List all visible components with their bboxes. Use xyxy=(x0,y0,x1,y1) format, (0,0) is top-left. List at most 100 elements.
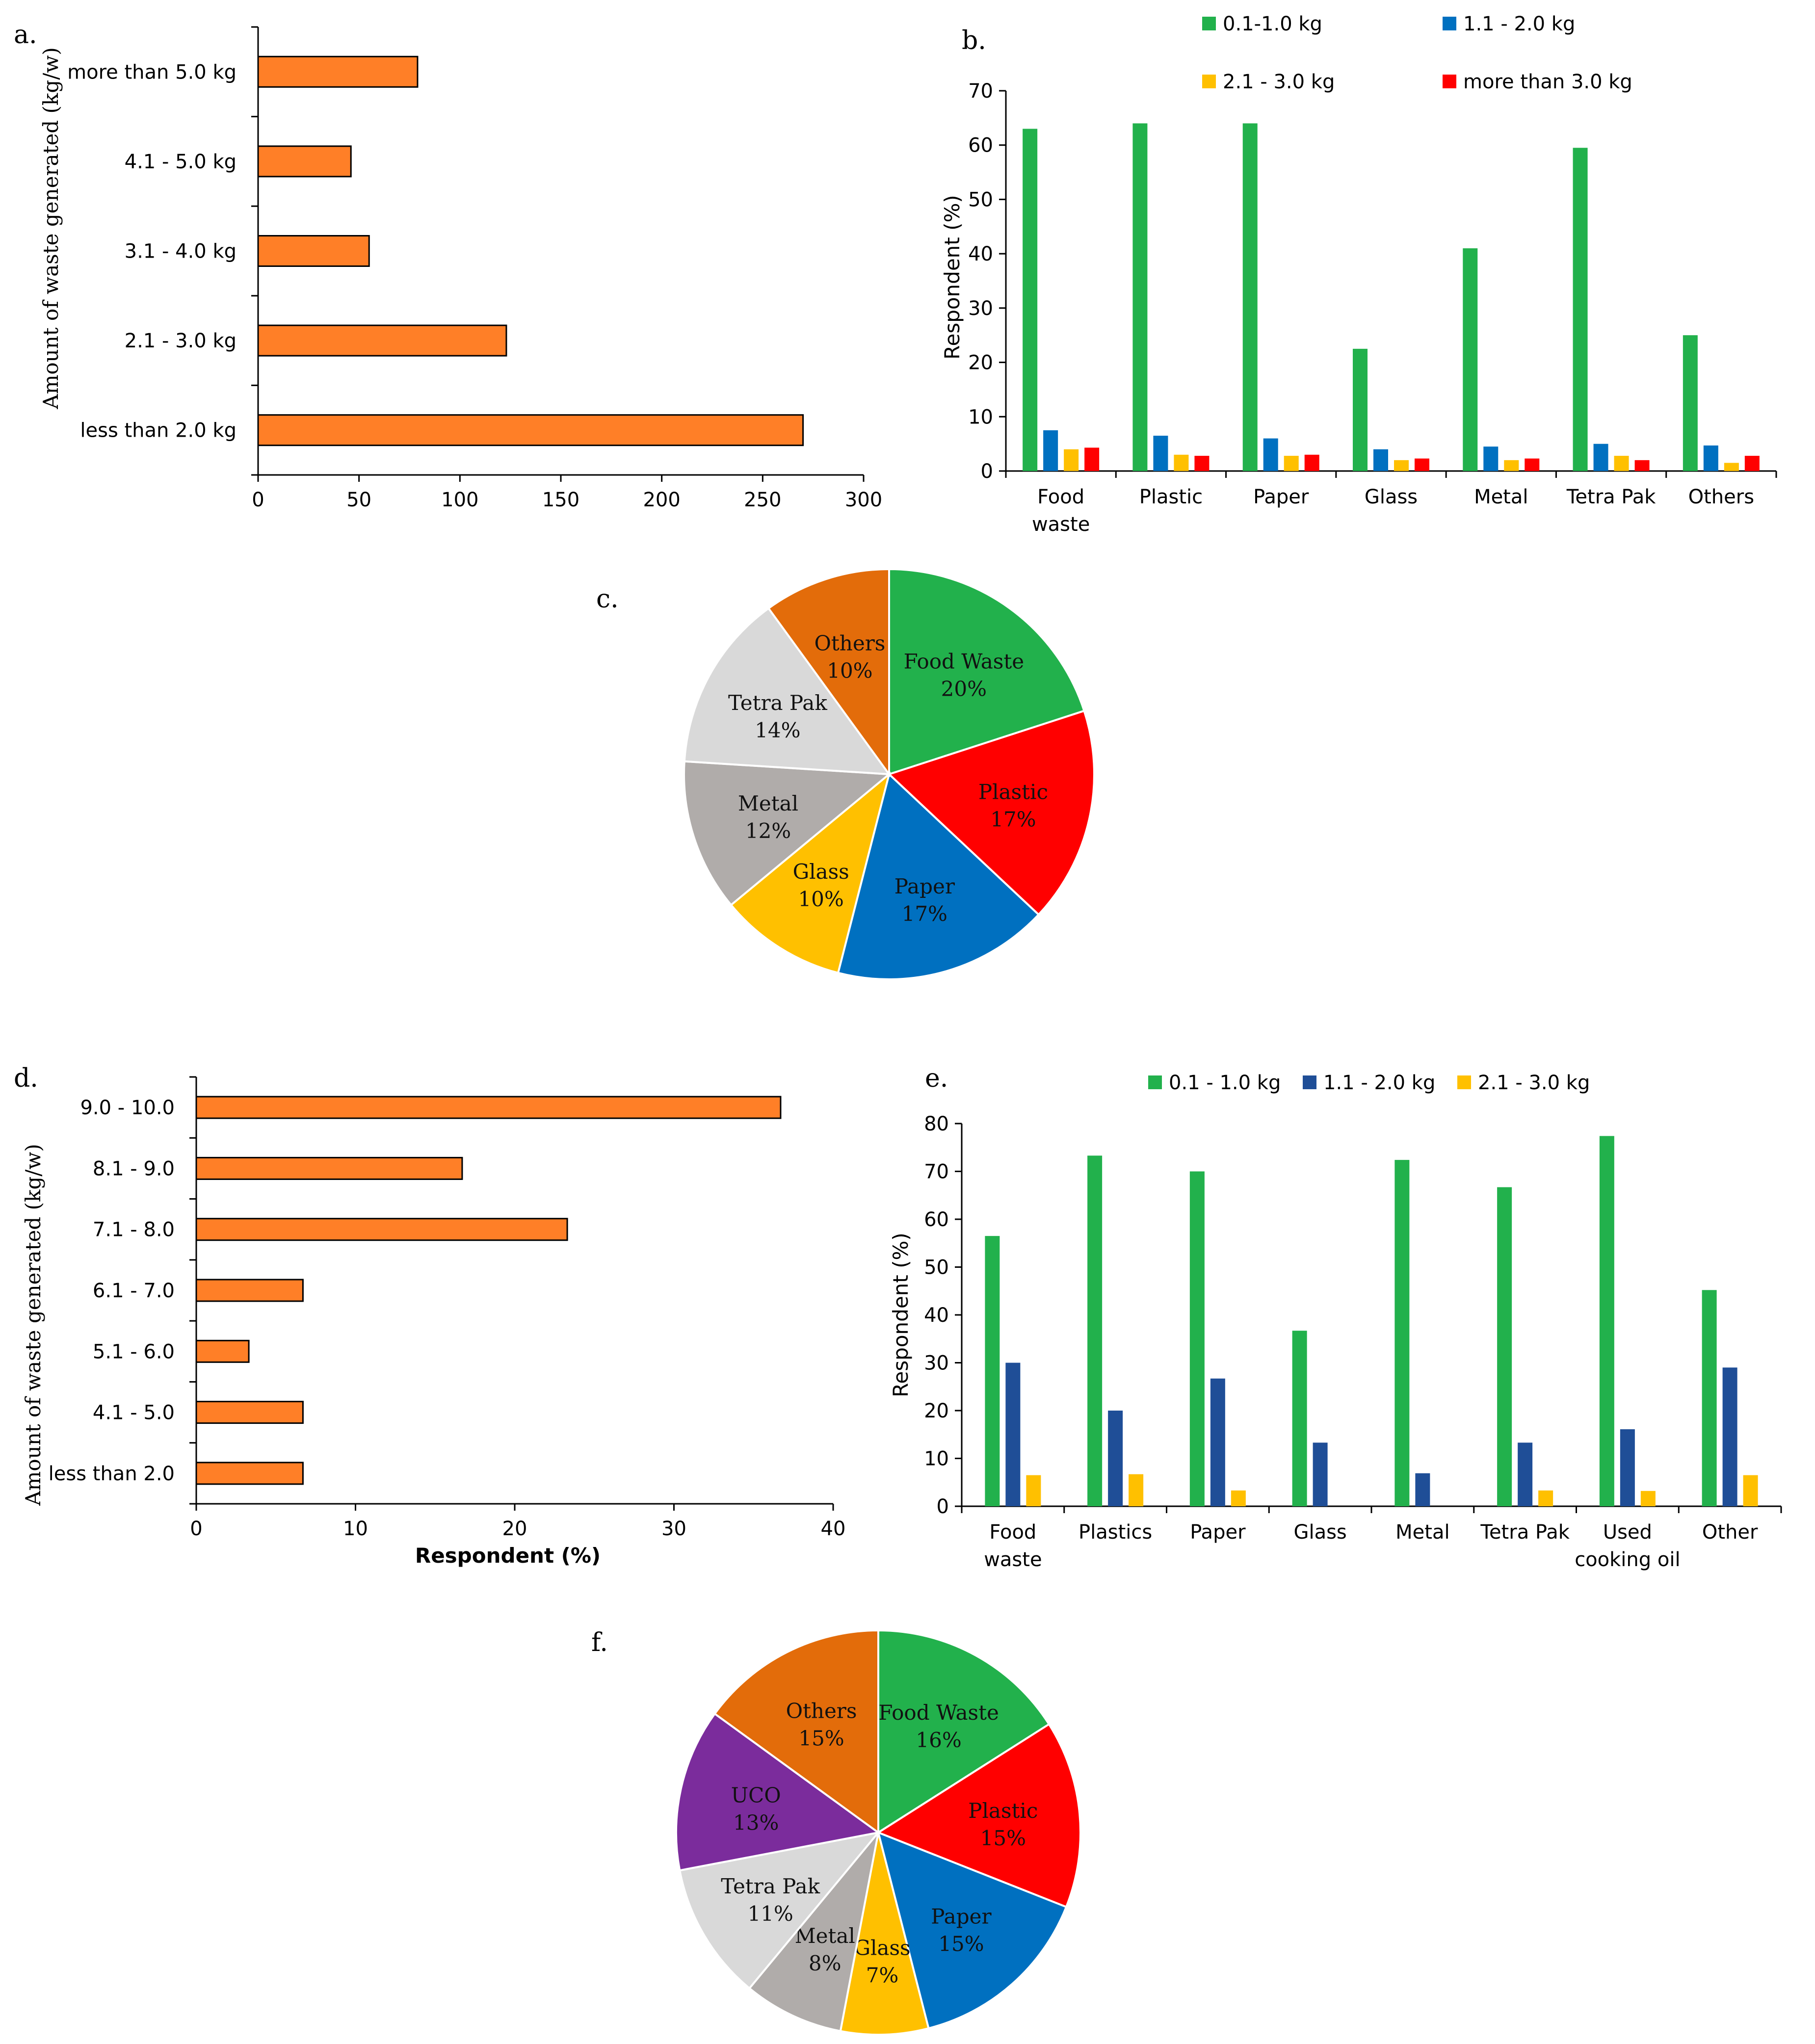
chart-b-bar-2 xyxy=(1504,460,1519,471)
chart-d-x-tick-label: 40 xyxy=(821,1518,846,1540)
chart-a-bar xyxy=(257,324,507,357)
chart-b-y-tick-label: 60 xyxy=(968,134,993,157)
chart-f-slice xyxy=(876,1723,1081,1909)
chart-e-category-label: Used cooking oil xyxy=(1575,1521,1680,1571)
chart-a-bar xyxy=(257,235,370,267)
chart-a-x-tick-label: 150 xyxy=(542,489,579,511)
chart-c-slice-pct: 10% xyxy=(827,659,872,683)
chart-a-x-tick-label: 0 xyxy=(252,489,264,511)
chart-d-x-tick-label: 30 xyxy=(661,1518,686,1540)
chart-f-slice-pct: 16% xyxy=(916,1728,961,1752)
chart-d-bar xyxy=(195,1462,304,1485)
chart-f-slice xyxy=(748,1832,879,2033)
chart-e-category-label-line: Other xyxy=(1702,1521,1758,1544)
chart-e-legend-label: 1.1 - 2.0 kg xyxy=(1323,1072,1435,1094)
chart-b-bar-2 xyxy=(1064,449,1079,471)
chart-c-slice-label: Plastic xyxy=(978,780,1048,804)
chart-b-y-tick-label: 0 xyxy=(981,460,993,483)
chart-b-legend-label: 0.1-1.0 kg xyxy=(1223,13,1322,35)
chart-b-y-tick-label: 20 xyxy=(968,352,993,374)
chart-b-category-label-line: Metal xyxy=(1474,486,1528,508)
chart-a-x-tick-label: 250 xyxy=(744,489,781,511)
chart-e-bar-1 xyxy=(1722,1367,1737,1506)
chart-f-slice-label: Others xyxy=(786,1699,857,1723)
chart-f-slice-pct: 15% xyxy=(980,1826,1026,1850)
chart-b-bar-3 xyxy=(1634,460,1650,471)
chart-f-slice-label: Metal xyxy=(795,1924,855,1948)
chart-b-legend-label: more than 3.0 kg xyxy=(1463,71,1632,93)
chart-e-bar-2 xyxy=(1640,1491,1656,1506)
chart-a-category-label: 3.1 - 4.0 kg xyxy=(125,240,237,263)
chart-f-slice xyxy=(839,1832,930,2036)
chart-b-bar-0 xyxy=(1573,148,1588,471)
chart-e-y-tick-label: 80 xyxy=(924,1113,949,1135)
chart-b-bar-1 xyxy=(1593,444,1608,471)
chart-f-slice xyxy=(877,1629,1051,1834)
chart-e-bar-0 xyxy=(1189,1171,1205,1506)
chart-b-bar-3 xyxy=(1084,447,1100,471)
chart-e-legend-swatch xyxy=(1303,1075,1316,1089)
chart-e-category-label-line: Glass xyxy=(1293,1521,1346,1544)
chart-b-category-label-line: Plastic xyxy=(1139,486,1203,508)
chart-e-bar-0 xyxy=(1087,1155,1103,1506)
chart-b-category-label-line: Others xyxy=(1688,486,1754,508)
chart-a-x-tick-label: 200 xyxy=(643,489,680,511)
chart-f-slice-label: Glass xyxy=(854,1936,910,1960)
chart-b-legend-label: 1.1 - 2.0 kg xyxy=(1463,13,1575,35)
chart-d-category-label: 9.0 - 10.0 xyxy=(80,1097,175,1119)
chart-e-bar-1 xyxy=(1518,1442,1533,1506)
chart-b-y-tick-label: 10 xyxy=(968,406,993,428)
chart-e-bar-1 xyxy=(1415,1473,1430,1506)
chart-a-x-tick-label: 300 xyxy=(845,489,882,511)
chart-c-slice-label: Glass xyxy=(793,860,849,884)
chart-b-legend-swatch xyxy=(1202,75,1216,88)
panel-label-d: d. xyxy=(14,1064,38,1093)
chart-b-y-tick-label: 70 xyxy=(968,80,993,103)
chart-e-category-label: Other xyxy=(1702,1521,1758,1544)
chart-b-bar-3 xyxy=(1415,458,1429,471)
chart-d-bar xyxy=(195,1218,568,1241)
chart-f-slice xyxy=(675,1712,881,1872)
chart-e-category-label-line: Used xyxy=(1603,1521,1652,1544)
chart-b-bar-1 xyxy=(1483,446,1499,471)
chart-e-ylabel: Respondent (%) xyxy=(889,1232,913,1397)
chart-c-slice xyxy=(730,771,891,974)
chart-e-y-tick-label: 10 xyxy=(924,1448,949,1470)
chart-d-x-tick-label: 0 xyxy=(190,1518,202,1540)
chart-c-slice-pct: 20% xyxy=(941,677,987,701)
chart-d-category-label: 8.1 - 9.0 xyxy=(93,1157,175,1180)
chart-a-category-label: 2.1 - 3.0 kg xyxy=(125,330,237,352)
chart-f-slice-label: Tetra Pak xyxy=(721,1874,820,1898)
chart-e-category-label-line: Metal xyxy=(1395,1521,1449,1544)
chart-c: Food Waste 20% Plastic 17% Paper 17% Glass 10% M… xyxy=(683,568,1095,980)
chart-f-slice xyxy=(678,1831,881,1990)
chart-b-bar-2 xyxy=(1724,463,1739,471)
chart-e-y-tick-label: 30 xyxy=(924,1352,949,1375)
chart-c-slice-pct: 17% xyxy=(990,808,1036,832)
chart-c-slice-label: Tetra Pak xyxy=(728,691,827,715)
chart-c-slice-pct: 17% xyxy=(902,902,947,926)
panel-label-a: a. xyxy=(14,20,37,50)
chart-c-slice xyxy=(887,709,1095,916)
chart-b-category-label: Glass xyxy=(1365,486,1418,508)
chart-b-y-tick-label: 30 xyxy=(968,297,993,320)
chart-b-bar-0 xyxy=(1242,123,1258,471)
chart-e-category-label-line: waste xyxy=(984,1548,1042,1571)
chart-a-bar xyxy=(257,55,419,88)
chart-f-slice-label: Plastic xyxy=(968,1799,1038,1823)
chart-b-bar-3 xyxy=(1194,456,1210,471)
panel-label-c: c. xyxy=(596,584,619,614)
chart-c-slice xyxy=(683,760,892,907)
chart-b-bar-2 xyxy=(1284,456,1299,471)
chart-b-bar-1 xyxy=(1373,449,1388,471)
chart-b-category-label-line: Glass xyxy=(1365,486,1418,508)
chart-b-bar-3 xyxy=(1525,458,1540,471)
chart-e-bar-0 xyxy=(1292,1331,1307,1506)
chart-e-bar-1 xyxy=(1210,1378,1225,1506)
chart-f-slice-pct: 13% xyxy=(733,1810,779,1834)
chart-c-slice-pct: 10% xyxy=(798,887,843,911)
chart-f-slice-pct: 7% xyxy=(866,1963,899,1987)
chart-b-category-label-line: waste xyxy=(1032,513,1090,536)
chart-e-bar-1 xyxy=(1620,1429,1635,1506)
